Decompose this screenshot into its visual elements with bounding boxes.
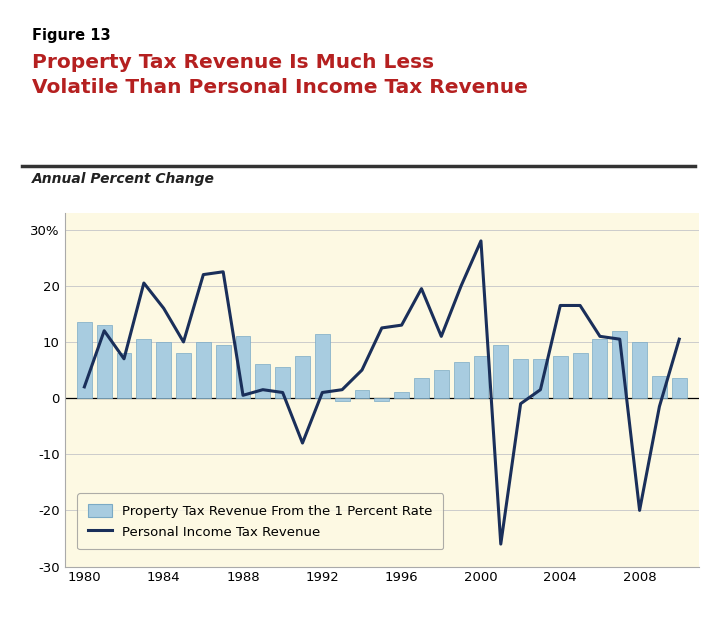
Bar <box>394 393 409 398</box>
Bar <box>672 379 687 398</box>
Bar <box>156 342 171 398</box>
Bar <box>136 339 151 398</box>
Bar <box>454 362 468 398</box>
Bar <box>255 364 270 398</box>
Bar <box>493 345 508 398</box>
Bar <box>335 398 350 401</box>
Bar <box>473 356 488 398</box>
Bar <box>315 334 330 398</box>
Bar <box>117 353 131 398</box>
Text: Property Tax Revenue Is Much Less: Property Tax Revenue Is Much Less <box>32 53 435 72</box>
Bar <box>354 389 369 398</box>
Text: Volatile Than Personal Income Tax Revenue: Volatile Than Personal Income Tax Revenu… <box>32 78 528 97</box>
Legend: Property Tax Revenue From the 1 Percent Rate, Personal Income Tax Revenue: Property Tax Revenue From the 1 Percent … <box>77 493 443 550</box>
Bar <box>592 339 607 398</box>
Bar <box>573 353 587 398</box>
Bar <box>513 359 528 398</box>
Bar <box>295 356 310 398</box>
Bar <box>275 367 290 398</box>
Text: Annual Percent Change: Annual Percent Change <box>32 172 215 186</box>
Bar <box>652 376 667 398</box>
Bar <box>632 342 647 398</box>
Bar <box>176 353 191 398</box>
Bar <box>374 398 389 401</box>
Bar <box>97 325 112 398</box>
Bar <box>196 342 211 398</box>
Bar <box>434 370 449 398</box>
Bar <box>236 336 250 398</box>
Bar <box>612 331 627 398</box>
Text: Figure 13: Figure 13 <box>32 28 111 43</box>
Bar <box>216 345 231 398</box>
Bar <box>553 356 568 398</box>
Bar <box>533 359 548 398</box>
Bar <box>414 379 429 398</box>
Bar <box>77 322 92 398</box>
